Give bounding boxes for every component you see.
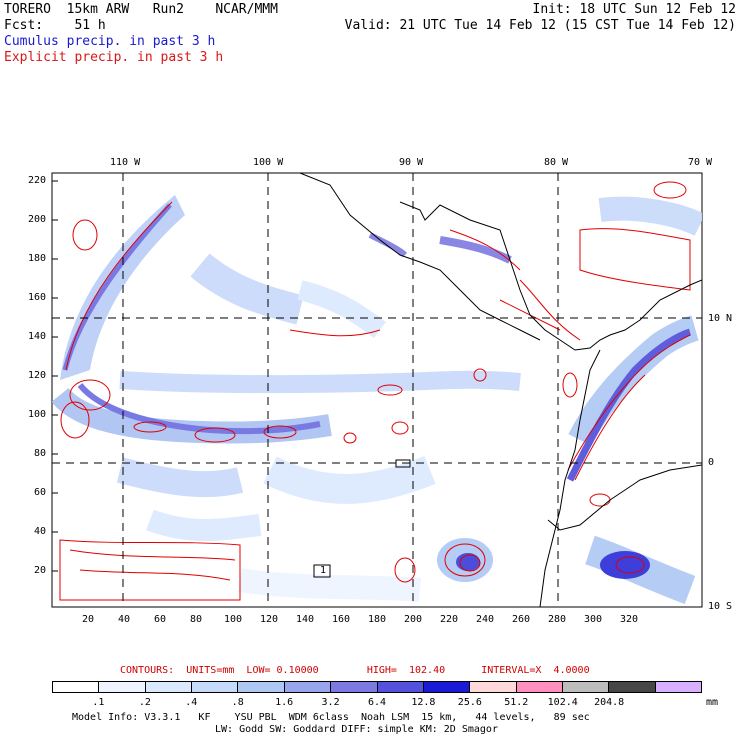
y-tick: 220 [28, 175, 47, 186]
precip-color-legend [52, 681, 702, 693]
legend-swatch [53, 682, 100, 692]
legend-value-label: 102.4 [547, 697, 578, 708]
legend-swatch [470, 682, 517, 692]
legend-unit: mm [706, 697, 719, 708]
x-tick: 40 [118, 614, 131, 625]
x-tick: 220 [440, 614, 459, 625]
graticule [52, 173, 702, 607]
lat-label-10n: 10 N [708, 313, 733, 324]
precip-fields [52, 173, 702, 607]
legend-swatch [192, 682, 239, 692]
x-tick: 80 [190, 614, 203, 625]
legend-value-label: 25.6 [457, 697, 482, 708]
legend-swatch [377, 682, 424, 692]
legend-swatch [562, 682, 610, 692]
contours-info: CONTOURS: UNITS=mm LOW= 0.10000 HIGH= 10… [120, 665, 590, 676]
model-info-line1: Model Info: V3.3.1 KF YSU PBL WDM 6class… [72, 712, 590, 723]
legend-swatch [238, 682, 285, 692]
lon-label-80w: 80 W [544, 157, 569, 168]
legend-swatch [609, 682, 656, 692]
legend-swatch [145, 682, 193, 692]
x-tick: 180 [368, 614, 387, 625]
legend-value-label: .8 [231, 697, 244, 708]
legend-swatch [284, 682, 332, 692]
lon-label-70w: 70 W [688, 157, 713, 168]
x-tick: 240 [476, 614, 495, 625]
x-tick: 320 [620, 614, 639, 625]
legend-swatch [423, 682, 471, 692]
y-tick: 180 [28, 253, 47, 264]
box-label: 1 [320, 565, 327, 576]
explicit-precip-contours [59, 181, 691, 601]
valid-time: Valid: 21 UTC Tue 14 Feb 12 (15 CST Tue … [344, 18, 736, 33]
lon-label-100w: 100 W [253, 157, 284, 168]
y-tick: 40 [34, 526, 47, 537]
lat-label-0: 0 [708, 457, 715, 468]
cumulus-legend-label: Cumulus precip. in past 3 h [4, 34, 216, 49]
y-tick: 200 [28, 214, 47, 225]
legend-swatch [99, 682, 146, 692]
legend-value-label: .2 [138, 697, 151, 708]
x-tick: 20 [82, 614, 95, 625]
x-tick: 260 [512, 614, 531, 625]
forecast-hour: Fcst: 51 h [4, 18, 106, 33]
legend-value-label: 12.8 [411, 697, 436, 708]
y-tick: 20 [34, 565, 47, 576]
x-tick: 200 [404, 614, 423, 625]
legend-value-label: 204.8 [594, 697, 625, 708]
land-outlines [299, 173, 702, 607]
legend-value-label: 3.2 [321, 697, 340, 708]
y-tick: 140 [28, 331, 47, 342]
explicit-legend-label: Explicit precip. in past 3 h [4, 50, 224, 65]
lon-label-110w: 110 W [110, 157, 141, 168]
init-time: Init: 18 UTC Sun 12 Feb 12 [532, 2, 737, 17]
x-tick: 280 [548, 614, 567, 625]
legend-value-label: 51.2 [504, 697, 529, 708]
x-tick: 60 [154, 614, 167, 625]
x-tick: 120 [260, 614, 279, 625]
lat-label-10s: 10 S [708, 601, 733, 612]
legend-value-label: .1 [92, 697, 105, 708]
y-tick: 60 [34, 487, 47, 498]
y-tick: 100 [28, 409, 47, 420]
legend-value-label: .4 [185, 697, 198, 708]
y-tick: 160 [28, 292, 47, 303]
legend-swatch [516, 682, 563, 692]
legend-swatch [331, 682, 378, 692]
model-info-line2: LW: Godd SW: Goddard DIFF: simple KM: 2D… [215, 724, 498, 735]
x-tick: 160 [332, 614, 351, 625]
x-tick: 100 [224, 614, 243, 625]
legend-swatch [655, 682, 702, 692]
x-tick: 300 [584, 614, 603, 625]
legend-value-label: 1.6 [275, 697, 294, 708]
x-tick: 140 [296, 614, 315, 625]
header-line1-left: TORERO 15km ARW Run2 NCAR/MMM [4, 2, 278, 17]
legend-value-label: 6.4 [367, 697, 387, 708]
y-tick: 120 [28, 370, 47, 381]
lon-label-90w: 90 W [399, 157, 424, 168]
y-tick: 80 [34, 448, 47, 459]
frame-ticks [52, 180, 58, 572]
